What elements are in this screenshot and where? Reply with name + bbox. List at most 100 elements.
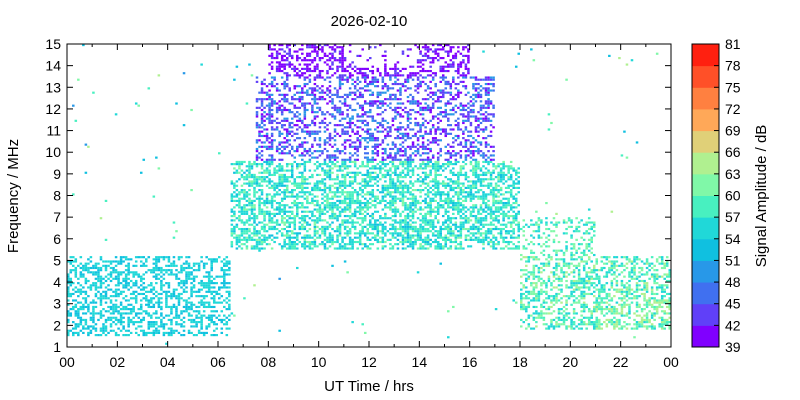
heatmap-cell bbox=[278, 52, 281, 55]
heatmap-cell bbox=[363, 243, 367, 246]
heatmap-cell bbox=[452, 212, 455, 215]
heatmap-cell bbox=[225, 308, 229, 311]
heatmap-cell bbox=[273, 158, 276, 161]
heatmap-cell bbox=[290, 193, 294, 196]
heatmap-cell bbox=[331, 236, 334, 239]
heatmap-cell bbox=[318, 72, 322, 75]
heatmap-cell bbox=[253, 225, 256, 228]
heatmap-cell bbox=[142, 334, 146, 337]
heatmap-cell bbox=[459, 108, 463, 112]
heatmap-cell bbox=[371, 160, 375, 164]
heatmap-cell bbox=[175, 288, 178, 291]
heatmap-cell bbox=[285, 180, 289, 183]
heatmap-cell bbox=[439, 89, 442, 92]
heatmap-cell bbox=[218, 297, 221, 300]
heatmap-cell bbox=[127, 308, 130, 311]
heatmap-cell bbox=[333, 212, 337, 215]
heatmap-cell bbox=[424, 197, 427, 200]
heatmap-cell bbox=[147, 301, 151, 304]
heatmap-cell bbox=[155, 273, 158, 276]
heatmap-cell bbox=[137, 256, 140, 259]
heatmap-cell bbox=[263, 223, 266, 226]
heatmap-cell bbox=[318, 165, 322, 168]
heatmap-cell bbox=[336, 214, 339, 218]
heatmap-cell bbox=[404, 214, 407, 218]
heatmap-cell bbox=[122, 279, 125, 283]
heatmap-cell bbox=[306, 46, 309, 49]
heatmap-cell bbox=[313, 238, 317, 241]
heatmap-cell bbox=[220, 327, 224, 330]
heatmap-cell bbox=[230, 180, 234, 183]
heatmap-cell bbox=[306, 197, 309, 200]
heatmap-cell bbox=[205, 331, 208, 335]
heatmap-cell bbox=[306, 89, 309, 92]
heatmap-cell bbox=[258, 230, 261, 233]
heatmap-cell bbox=[338, 65, 342, 68]
heatmap-cell bbox=[447, 225, 450, 228]
heatmap-cell bbox=[341, 238, 344, 241]
heatmap-cell bbox=[376, 126, 380, 129]
heatmap-cell bbox=[369, 128, 372, 131]
heatmap-cell bbox=[230, 234, 234, 237]
heatmap-cell bbox=[439, 154, 442, 157]
heatmap-cell bbox=[323, 117, 327, 120]
heatmap-cell bbox=[248, 230, 251, 233]
heatmap-cell bbox=[117, 321, 120, 324]
heatmap-cell bbox=[238, 165, 241, 168]
heatmap-cell bbox=[155, 331, 158, 335]
heatmap-cell bbox=[386, 189, 390, 192]
heatmap-cell bbox=[207, 314, 211, 317]
heatmap-cell bbox=[248, 165, 251, 168]
heatmap-cell bbox=[97, 277, 100, 280]
heatmap-cell bbox=[414, 89, 417, 92]
heatmap-cell bbox=[416, 111, 420, 114]
heatmap-cell bbox=[288, 143, 291, 146]
heatmap-cell bbox=[288, 111, 291, 114]
heatmap-cell bbox=[369, 56, 372, 60]
heatmap-cell bbox=[147, 305, 151, 309]
heatmap-cell bbox=[441, 191, 445, 194]
heatmap-cell bbox=[348, 176, 352, 179]
heatmap-cell bbox=[167, 295, 171, 298]
heatmap-cell bbox=[268, 119, 271, 122]
heatmap-cell bbox=[343, 167, 347, 170]
heatmap-cell bbox=[220, 301, 224, 304]
heatmap-cell bbox=[99, 301, 103, 304]
heatmap-cell bbox=[288, 108, 291, 112]
heatmap-cell bbox=[331, 212, 334, 215]
heatmap-cell bbox=[157, 256, 161, 259]
heatmap-cell bbox=[79, 316, 83, 319]
heatmap-cell bbox=[424, 171, 427, 174]
heatmap-cell bbox=[441, 67, 445, 70]
heatmap-cell bbox=[353, 208, 357, 211]
heatmap-cell bbox=[127, 271, 130, 274]
heatmap-cell bbox=[278, 201, 281, 205]
heatmap-cell bbox=[202, 334, 206, 337]
heatmap-cell bbox=[303, 219, 307, 222]
heatmap-cell bbox=[170, 318, 173, 322]
heatmap-cell bbox=[356, 195, 359, 198]
heatmap-cell bbox=[411, 141, 415, 144]
heatmap-cell bbox=[394, 95, 397, 99]
heatmap-cell bbox=[404, 128, 407, 131]
heatmap-cell bbox=[210, 258, 213, 261]
heatmap-cell bbox=[303, 115, 307, 118]
heatmap-cell bbox=[250, 212, 254, 215]
heatmap-cell bbox=[341, 67, 344, 70]
heatmap-cell bbox=[316, 217, 319, 220]
heatmap-cell bbox=[323, 52, 327, 55]
heatmap-cell bbox=[97, 312, 100, 315]
heatmap-cell bbox=[391, 191, 395, 194]
heatmap-cell bbox=[167, 264, 171, 267]
heatmap-cell bbox=[351, 219, 354, 222]
heatmap-cell bbox=[165, 292, 168, 296]
heatmap-cell bbox=[414, 221, 417, 224]
heatmap-cell bbox=[263, 219, 266, 222]
heatmap-cell bbox=[447, 52, 450, 55]
heatmap-cell bbox=[145, 290, 148, 293]
heatmap-cell bbox=[381, 158, 385, 161]
heatmap-cell bbox=[165, 256, 168, 259]
heatmap-cell bbox=[243, 230, 246, 233]
heatmap-cell bbox=[419, 245, 422, 248]
heatmap-cell bbox=[275, 186, 279, 189]
